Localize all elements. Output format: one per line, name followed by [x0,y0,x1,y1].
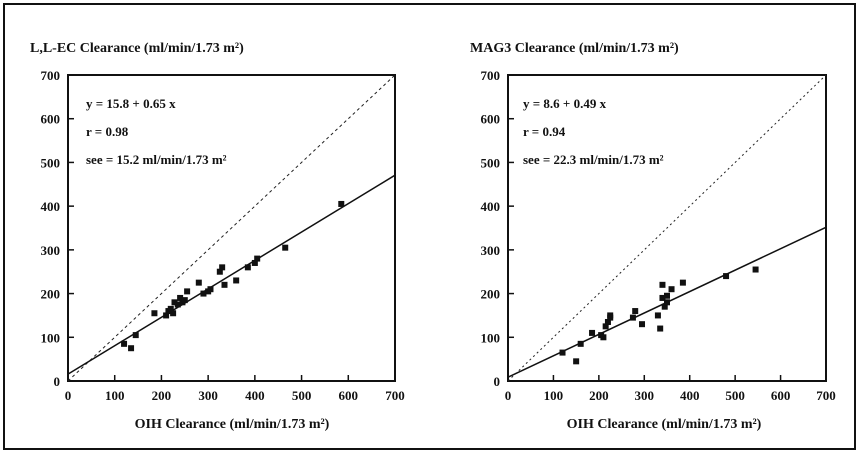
data-point [207,286,214,293]
data-point [200,290,207,297]
panel-mag3: MAG3 Clearance (ml/min/1.73 m²) OIH Clea… [470,41,836,432]
correlation-label: r = 0.98 [86,124,129,139]
data-point [170,310,177,317]
x-tick-label: 100 [105,388,125,403]
x-tick-label: 100 [544,388,564,403]
data-point [338,200,345,207]
y-tick-label: 700 [41,68,61,83]
see-label: see = 15.2 ml/min/1.73 m² [86,152,227,167]
data-point [602,323,609,330]
regression-equation: y = 8.6 + 0.49 x [523,96,607,111]
identity-line [67,74,396,382]
data-point [221,281,228,288]
data-point [659,281,666,288]
see-label: see = 22.3 ml/min/1.73 m² [523,152,664,167]
y-tick-label: 600 [481,112,501,127]
correlation-label: r = 0.94 [523,124,566,139]
data-point [629,314,636,321]
data-point [752,266,759,273]
data-point [577,340,584,347]
data-point [171,299,178,306]
data-point [604,318,611,325]
data-point [282,244,289,251]
regression-equation: y = 15.8 + 0.65 x [86,96,176,111]
data-point [639,321,646,328]
data-point [132,332,139,339]
data-point [657,325,664,332]
data-point [184,288,191,295]
data-point [167,305,174,312]
data-point [163,312,170,319]
x-axis-label: OIH Clearance (ml/min/1.73 m²) [135,417,330,432]
x-tick-label: 600 [339,388,359,403]
plot-area-frame [67,74,396,382]
x-tick-label: 200 [589,388,609,403]
x-tick-label: 400 [680,388,700,403]
y-tick-label: 400 [41,199,61,214]
x-tick-label: 500 [292,388,312,403]
data-point [251,259,258,266]
y-tick-label: 700 [481,68,501,83]
data-point [181,297,188,304]
y-tick-label: 200 [481,287,501,302]
chart-title: L,L-EC Clearance (ml/min/1.73 m²) [30,41,244,56]
figure-frame [3,3,856,450]
data-point [600,334,607,341]
data-point [174,301,181,308]
data-point [661,303,668,310]
data-point [195,279,202,286]
y-tick-label: 200 [41,287,61,302]
data-point [573,358,580,365]
y-tick-label: 600 [41,112,61,127]
x-tick-label: 500 [725,388,745,403]
data-point [151,310,158,317]
data-point [254,255,261,262]
data-point [244,264,251,271]
y-tick-label: 300 [41,243,61,258]
x-tick-label: 700 [816,388,836,403]
data-point [233,277,240,284]
data-point [177,294,184,301]
y-tick-label: 300 [481,243,501,258]
regression-line [67,174,396,375]
identity-line [507,74,827,382]
data-point [632,308,639,315]
data-point [654,312,661,319]
data-point [664,292,670,299]
data-point [607,314,614,321]
x-axis-label: OIH Clearance (ml/min/1.73 m²) [567,417,762,432]
x-tick-label: 400 [245,388,265,403]
data-point [128,345,135,352]
data-point [121,340,128,347]
x-tick-label: 200 [152,388,172,403]
x-tick-label: 300 [198,388,218,403]
data-point [216,268,223,275]
data-point [559,349,566,356]
x-tick-label: 0 [505,388,512,403]
y-tick-label: 100 [41,330,61,345]
y-tick-label: 0 [54,374,61,389]
x-tick-label: 0 [65,388,72,403]
x-tick-label: 600 [771,388,791,403]
data-point [659,294,666,301]
y-tick-label: 0 [494,374,501,389]
data-point [668,286,675,293]
x-tick-label: 700 [385,388,405,403]
data-point [589,329,596,336]
y-tick-label: 400 [481,199,501,214]
y-tick-label: 500 [41,155,61,170]
data-point [219,264,226,271]
data-point [664,299,670,306]
chart-title: MAG3 Clearance (ml/min/1.73 m²) [470,41,679,56]
y-tick-label: 100 [481,330,501,345]
panel-llec: L,L-EC Clearance (ml/min/1.73 m²) OIH Cl… [30,41,405,432]
data-point [679,279,686,286]
x-tick-label: 300 [635,388,655,403]
y-tick-label: 500 [481,155,501,170]
data-point [723,273,730,280]
